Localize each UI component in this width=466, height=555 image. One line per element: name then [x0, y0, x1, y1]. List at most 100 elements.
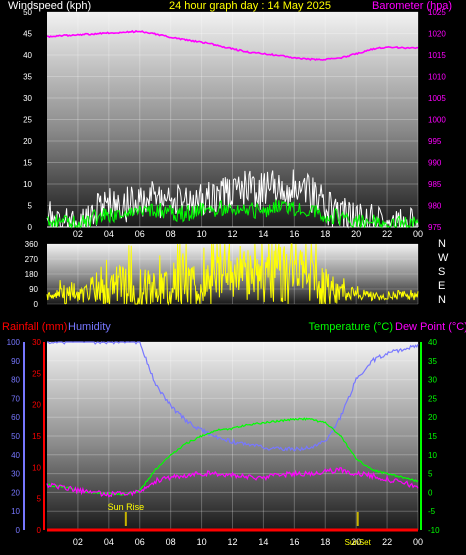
time-label: 08	[166, 537, 176, 547]
compass-label: S	[438, 266, 445, 278]
wind_gust-line	[46, 169, 419, 229]
direction-tick: 0	[34, 300, 39, 309]
compass-label: N	[438, 294, 446, 306]
time-label: 06	[135, 537, 145, 547]
time-label: 02	[73, 229, 83, 239]
rainfall-tick: 25	[32, 369, 41, 378]
barometer-tick: 975	[428, 223, 442, 232]
humidity-tick-labels: 0 10 20 30 40 50 60 70 80 90 100	[7, 338, 21, 535]
time-axis-labels-top: 02 04 06 08 10 12 14 16 18 20 22 00	[73, 229, 423, 239]
humidity-tick: 0	[16, 526, 21, 535]
windspeed-tick: 30	[23, 94, 32, 103]
humidity-tick: 30	[11, 470, 20, 479]
temperature-tick: 40	[428, 338, 437, 347]
temperature-tick-labels: -10 -5 0 5 10 15 20 25 30 35 40	[428, 338, 440, 535]
time-label: 00	[413, 537, 423, 547]
humidity-tick: 40	[11, 451, 20, 460]
barometer-tick: 985	[428, 180, 442, 189]
time-label: 06	[135, 229, 145, 239]
humidity-tick: 50	[11, 432, 20, 441]
humidity-tick: 20	[11, 488, 20, 497]
temperature-tick: 15	[428, 432, 437, 441]
windspeed-axis-title: Windspeed (kph)	[8, 0, 91, 12]
temperature-humidity-plot-area	[47, 342, 418, 530]
barometer-line	[46, 29, 418, 62]
windspeed-tick: 5	[28, 202, 33, 211]
time-label: 22	[382, 229, 392, 239]
humidity-tick: 100	[7, 338, 21, 347]
temperature-tick: 10	[428, 451, 437, 460]
wind-direction-series	[46, 243, 419, 306]
time-label: 10	[197, 229, 207, 239]
compass-label: N	[438, 238, 446, 250]
graph-title: 24 hour graph day : 14 May 2025	[169, 0, 331, 12]
temperature-humidity-series	[46, 341, 419, 532]
barometer-tick: 1000	[428, 116, 446, 125]
humidity-axis-title: Humidity	[68, 321, 111, 333]
rainfall-axis-title: Rainfall (mm)	[2, 321, 67, 333]
time-label: 12	[227, 537, 237, 547]
temperature-line	[46, 417, 419, 496]
temperature-tick: 20	[428, 413, 437, 422]
rainfall-tick: 15	[32, 432, 41, 441]
barometer-tick: 990	[428, 159, 442, 168]
time-label: 02	[73, 537, 83, 547]
time-label: 22	[382, 537, 392, 547]
time-label: 20	[351, 229, 361, 239]
sunrise-label: Sun Rise	[108, 502, 145, 512]
time-label: 18	[320, 537, 330, 547]
direction-tick: 90	[29, 285, 38, 294]
time-label: 18	[320, 229, 330, 239]
rainfall-tick: 5	[37, 495, 42, 504]
rainfall-tick: 10	[32, 463, 41, 472]
temperature-tick: 35	[428, 357, 437, 366]
windspeed-tick: 25	[23, 116, 32, 125]
time-label: 14	[258, 229, 268, 239]
rainfall-tick-labels: 0 5 10 15 20 25 30	[32, 338, 41, 535]
temperature-tick: 0	[428, 488, 433, 497]
windspeed-tick: 45	[23, 30, 32, 39]
sun-events: Sun Rise SunSet	[108, 502, 372, 547]
rainfall-tick: 30	[32, 338, 41, 347]
wind_avg-line	[46, 199, 419, 229]
rainfall-tick: 20	[32, 401, 41, 410]
time-label: 10	[197, 537, 207, 547]
time-label: 14	[258, 537, 268, 547]
sunset-label: SunSet	[345, 538, 372, 547]
barometer-tick: 1025	[428, 8, 446, 17]
compass-label: W	[438, 252, 449, 264]
wind-direction-tick-labels: 0 90 180 270 360	[25, 240, 39, 309]
time-label: 12	[227, 229, 237, 239]
barometer-tick: 1015	[428, 51, 446, 60]
barometer-tick: 980	[428, 202, 442, 211]
barometer-axis-title: Barometer (hpa)	[372, 0, 452, 12]
barometer-tick: 1020	[428, 30, 446, 39]
time-label: 20	[351, 537, 361, 547]
windspeed-tick-labels: 0 5 10 15 20 25 30 35 40 45 50	[23, 8, 32, 232]
dew-point-axis-title: Dew Point (°C)	[395, 321, 466, 333]
barometer-tick-labels: 975 980 985 990 995 1000 1005 1010 1015 1020 1025	[428, 8, 446, 232]
direction-tick: 270	[25, 255, 39, 264]
time-axis-labels-bottom: 02 04 06 08 10 12 14 16 18 20 22 00	[73, 537, 423, 547]
time-label: 08	[166, 229, 176, 239]
temperature-tick: 30	[428, 376, 437, 385]
humidity-tick: 60	[11, 413, 20, 422]
windspeed-tick: 40	[23, 51, 32, 60]
dew_point-line	[46, 467, 419, 498]
barometer-tick: 1010	[428, 73, 446, 82]
windspeed-tick: 35	[23, 73, 32, 82]
time-label: 04	[104, 229, 114, 239]
temperature-tick: 5	[428, 470, 433, 479]
windspeed-tick: 10	[23, 180, 32, 189]
time-label: 16	[289, 537, 299, 547]
barometer-tick: 1005	[428, 94, 446, 103]
temperature-tick: -10	[428, 526, 440, 535]
barometer-tick: 995	[428, 137, 442, 146]
compass-label: E	[438, 280, 445, 292]
time-label: 04	[104, 537, 114, 547]
wind-barometer-series	[46, 29, 419, 229]
humidity-tick: 70	[11, 394, 20, 403]
humidity-tick: 90	[11, 357, 20, 366]
